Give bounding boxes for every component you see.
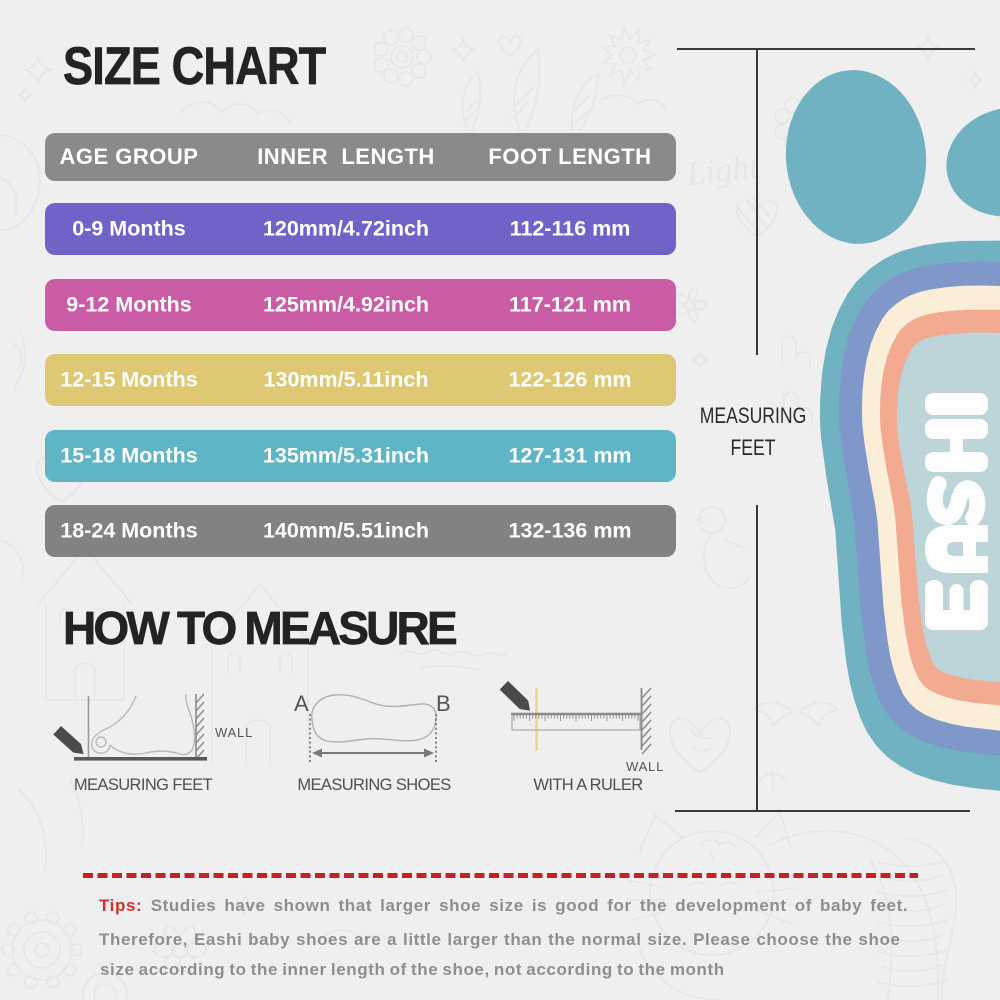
svg-text:B: B bbox=[436, 691, 451, 716]
svg-text:WALL: WALL bbox=[215, 725, 253, 740]
svg-text:Light: Light bbox=[684, 148, 762, 193]
svg-text:WALL: WALL bbox=[626, 759, 664, 774]
svg-text:A: A bbox=[294, 691, 309, 716]
